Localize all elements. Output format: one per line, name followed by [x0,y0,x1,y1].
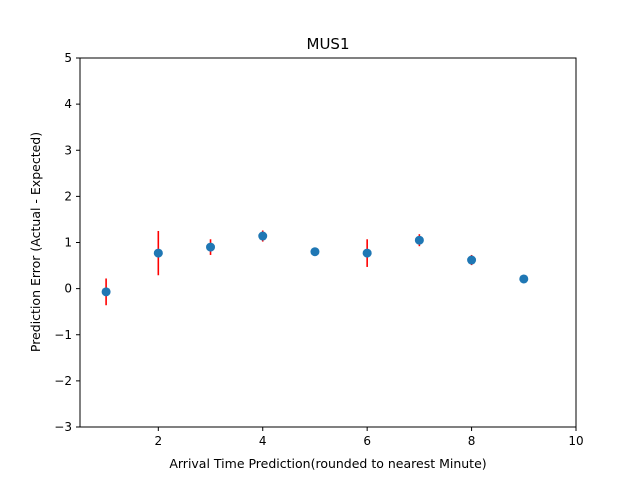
data-point [414,235,424,245]
y-tick-label: 0 [64,282,72,296]
plot-area [80,58,576,427]
x-tick-label: 10 [568,434,583,448]
y-tick-label: 4 [64,97,72,111]
y-tick-label: −2 [54,374,72,388]
data-points [101,231,529,297]
axes-ticks: 2 4 6 8 10 −3 −2 −1 0 1 2 3 4 5 [54,51,583,448]
data-point [467,255,477,265]
x-tick-label: 6 [363,434,371,448]
y-axis-label: Prediction Error (Actual - Expected) [28,132,43,352]
data-point [206,242,216,252]
y-tick-label: 5 [64,51,72,65]
data-point [258,231,268,241]
y-tick-label: −3 [54,420,72,434]
data-point [153,248,163,258]
y-tick-label: 1 [64,236,72,250]
y-tick-label: 3 [64,143,72,157]
chart-title: MUS1 [307,35,350,53]
data-point [101,287,111,297]
data-point [362,248,372,258]
x-tick-label: 8 [468,434,476,448]
data-point [519,274,529,284]
y-tick-label: 2 [64,189,72,203]
x-axis-label: Arrival Time Prediction(rounded to neare… [169,456,486,471]
data-point [310,247,320,257]
x-tick-label: 2 [154,434,162,448]
y-tick-label: −1 [54,328,72,342]
x-tick-label: 4 [259,434,267,448]
axes-frame [79,57,577,428]
